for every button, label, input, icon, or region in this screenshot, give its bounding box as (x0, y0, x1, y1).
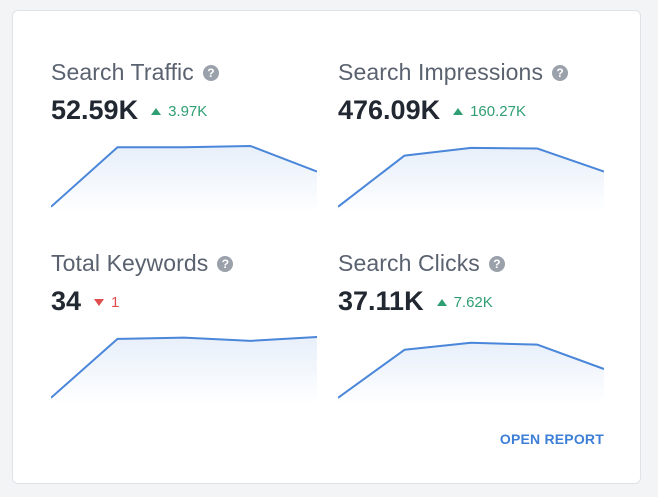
sparkline-area (338, 147, 604, 214)
metric-value: 476.09K (338, 94, 441, 125)
sparkline-line (51, 336, 317, 399)
sparkline-area (51, 337, 317, 405)
metric-title-row: Total Keywords ? (51, 247, 234, 279)
metric-value: 52.59K (51, 94, 139, 125)
metric-delta-value: 1 (111, 294, 120, 311)
metric-delta: 3.97K (151, 103, 207, 120)
metric-value-row: 476.09K 160.27K (338, 90, 526, 130)
sparkline (338, 341, 604, 405)
metric-value-row: 37.11K 7.62K (338, 281, 493, 321)
help-icon[interactable]: ? (217, 256, 234, 272)
metric-delta: 160.27K (453, 103, 526, 120)
metric-delta: 1 (94, 294, 119, 311)
metric-title: Search Impressions (338, 58, 544, 85)
sparkline (51, 145, 317, 214)
sparkline-line (338, 146, 604, 208)
sparkline-line (51, 145, 317, 208)
metric-value-row: 34 1 (51, 281, 119, 321)
seo-metrics-card: Search Traffic ? 52.59K 3.97K Search Imp… (12, 10, 641, 484)
arrow-down-icon (94, 299, 105, 306)
metric-delta-value: 3.97K (168, 103, 208, 120)
arrow-up-icon (453, 108, 464, 115)
sparkline-area (338, 342, 604, 405)
open-report-link[interactable]: OPEN REPORT (499, 431, 604, 447)
metric-title-row: Search Clicks ? (338, 247, 505, 279)
sparkline (51, 336, 317, 405)
help-icon[interactable]: ? (488, 256, 505, 272)
metric-delta-value: 7.62K (453, 294, 493, 311)
metric-title: Search Traffic (51, 58, 194, 85)
metric-delta-value: 160.27K (470, 103, 526, 120)
metric-title-row: Search Impressions ? (338, 56, 569, 88)
metric-value-row: 52.59K 3.97K (51, 90, 207, 130)
metric-title-row: Search Traffic ? (51, 56, 219, 88)
arrow-up-icon (436, 299, 447, 306)
sparkline-area (51, 146, 317, 214)
metric-delta: 7.62K (436, 294, 493, 311)
help-icon[interactable]: ? (202, 65, 219, 81)
arrow-up-icon (151, 108, 162, 115)
metric-title: Total Keywords (51, 249, 209, 276)
sparkline (338, 146, 604, 214)
metric-value: 37.11K (338, 285, 424, 316)
help-icon[interactable]: ? (552, 65, 569, 81)
metric-title: Search Clicks (338, 249, 480, 276)
metric-value: 34 (51, 285, 82, 316)
sparkline-line (338, 341, 604, 399)
